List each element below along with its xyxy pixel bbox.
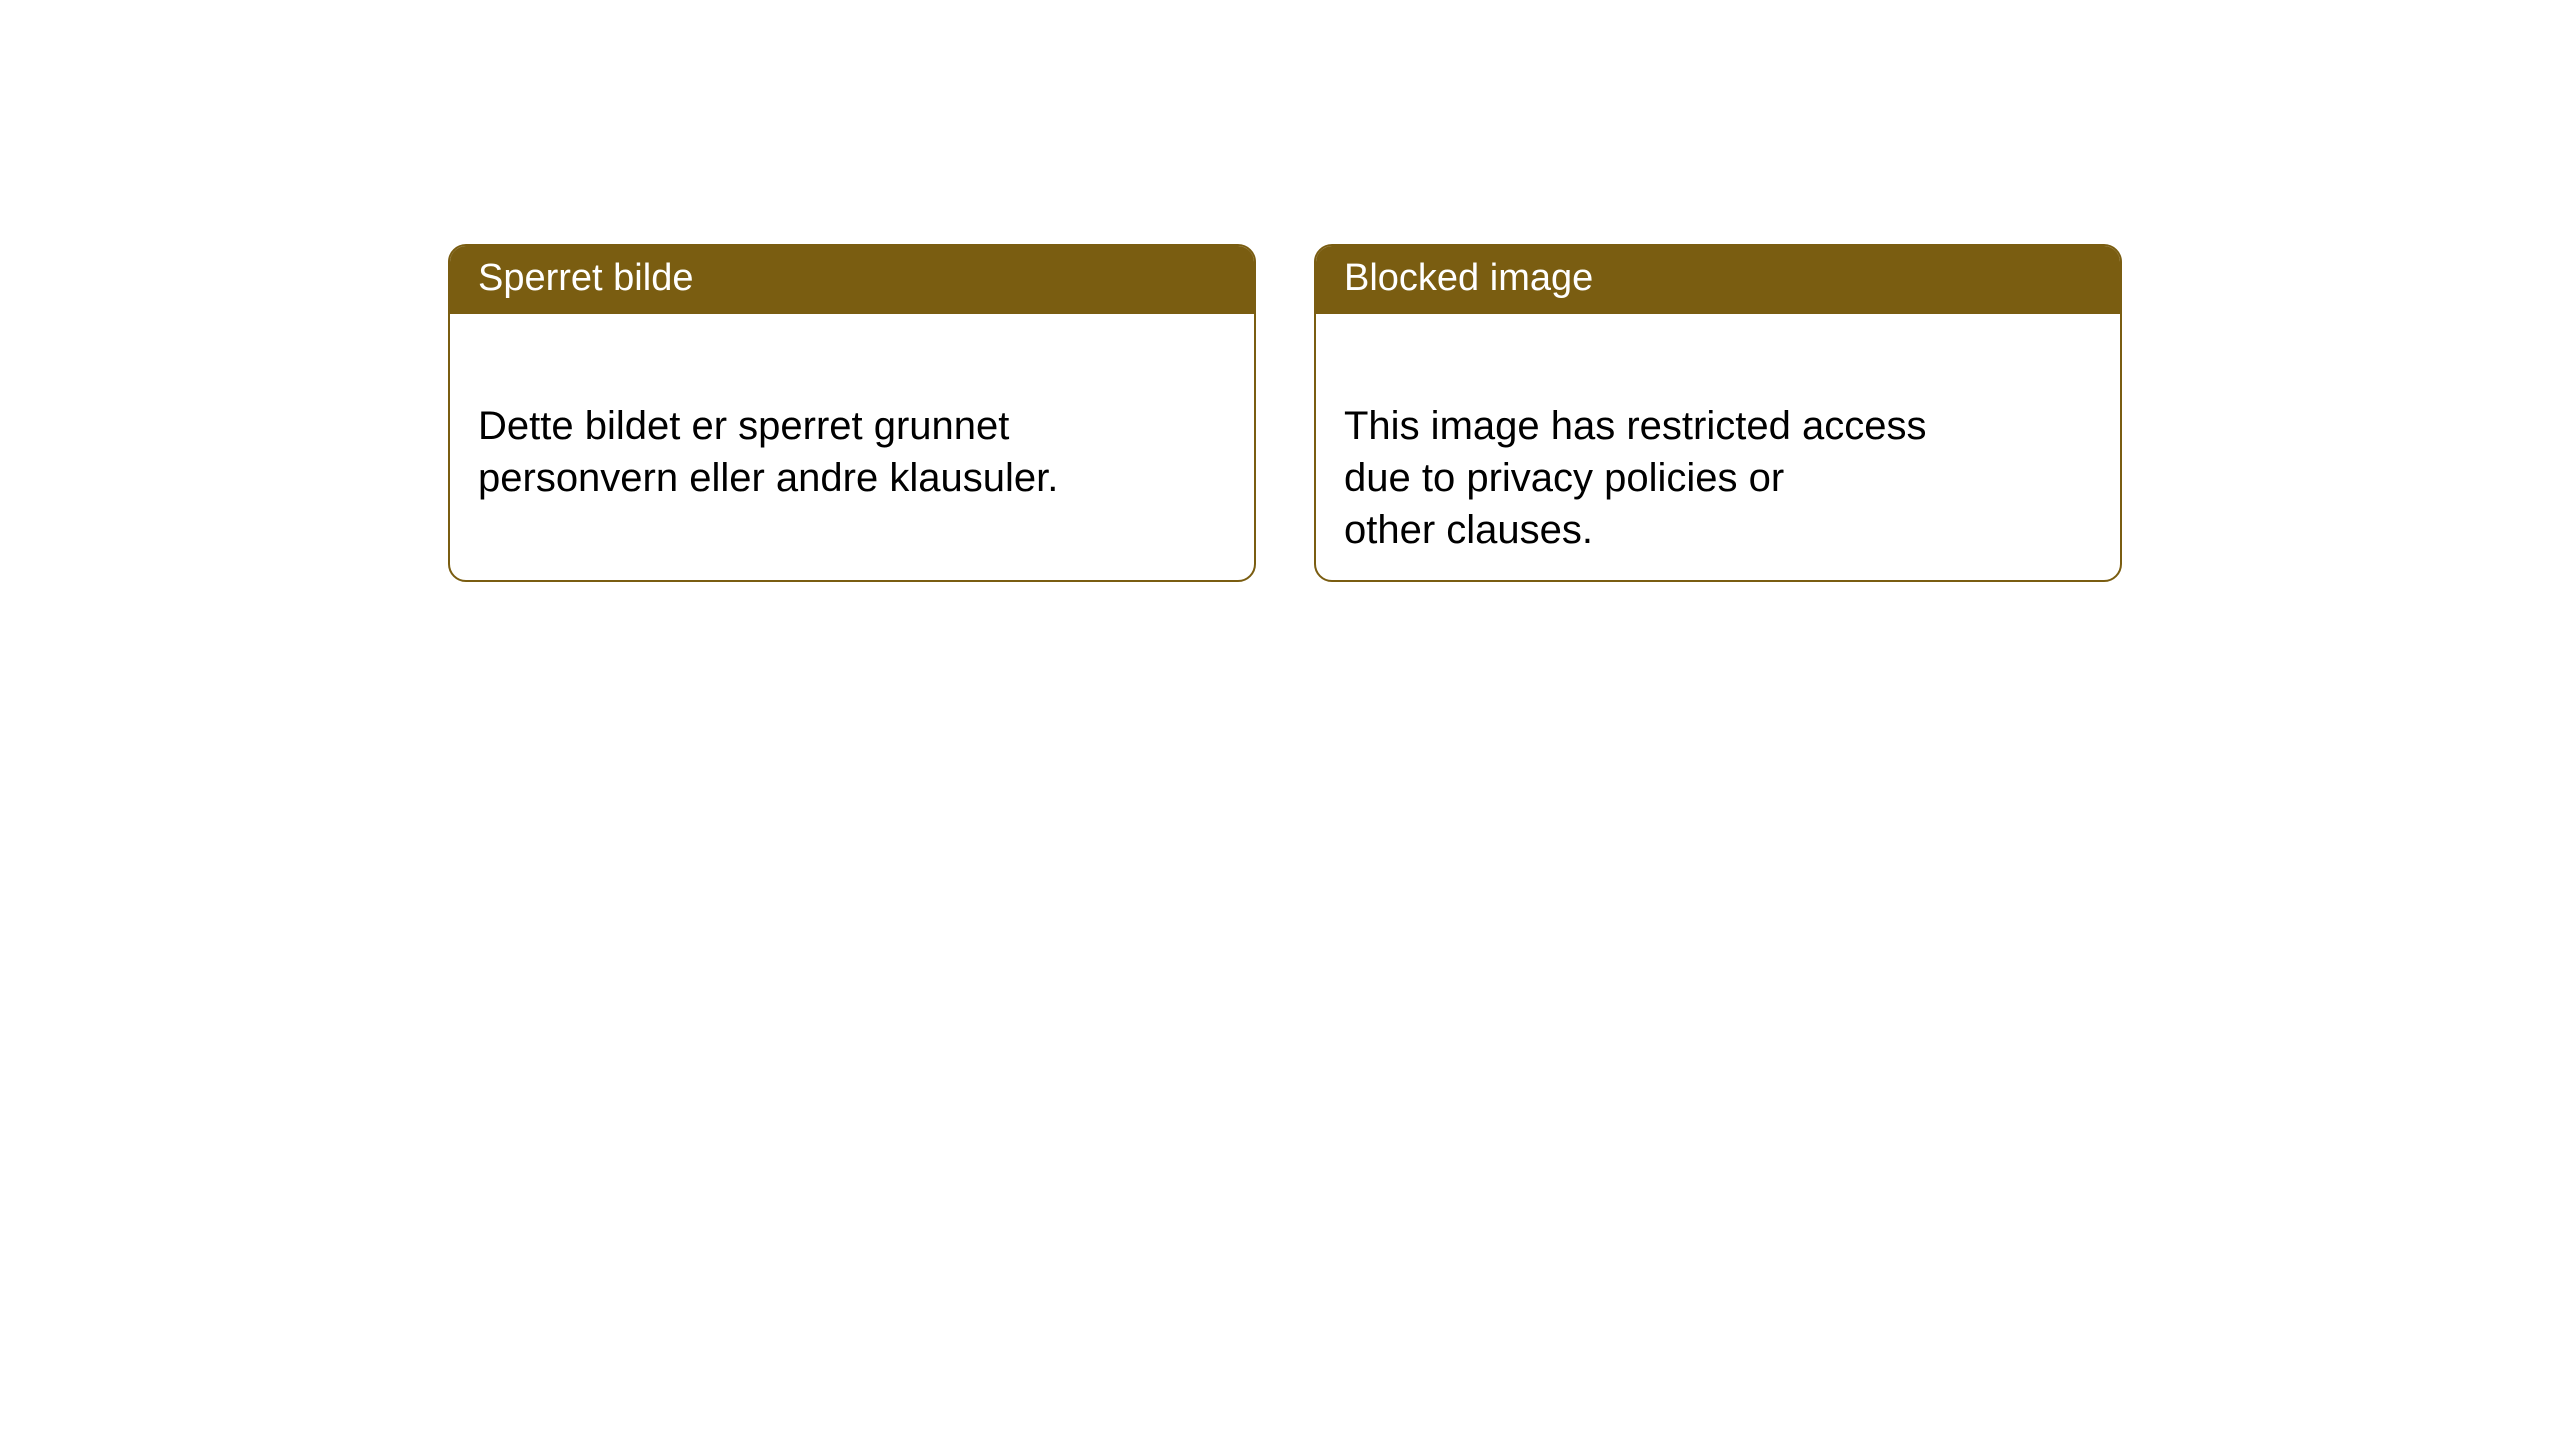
card-body-text: Dette bildet er sperret grunnet personve… bbox=[478, 404, 1058, 500]
card-header: Sperret bilde bbox=[450, 246, 1254, 314]
cards-container: Sperret bilde Dette bildet er sperret gr… bbox=[0, 0, 2560, 582]
blocked-image-card-no: Sperret bilde Dette bildet er sperret gr… bbox=[448, 244, 1256, 582]
card-title: Sperret bilde bbox=[478, 257, 693, 299]
card-body: Dette bildet er sperret grunnet personve… bbox=[450, 314, 1254, 538]
card-body-text: This image has restricted access due to … bbox=[1344, 404, 1926, 552]
blocked-image-card-en: Blocked image This image has restricted … bbox=[1314, 244, 2122, 582]
card-body: This image has restricted access due to … bbox=[1316, 314, 2120, 582]
card-title: Blocked image bbox=[1344, 257, 1593, 299]
card-header: Blocked image bbox=[1316, 246, 2120, 314]
